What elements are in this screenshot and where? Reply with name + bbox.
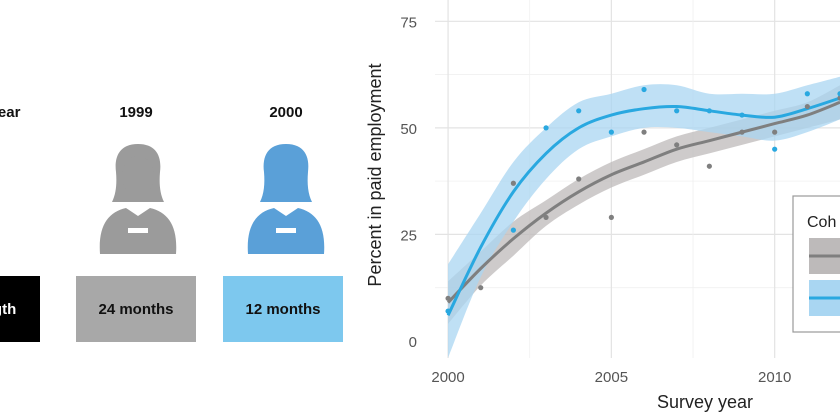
- y-tick-label: 50: [400, 121, 417, 138]
- data-point-0: [674, 142, 680, 148]
- data-point-0: [772, 129, 778, 135]
- duration-label-2000: 12 months: [245, 300, 321, 318]
- data-point-1: [445, 308, 451, 314]
- infographic-panel: year 1999 2000 ngth 24 months 12 months: [0, 0, 360, 420]
- x-axis-label: Survey year: [657, 392, 753, 412]
- person-icon-gray: [99, 144, 177, 254]
- data-point-1: [804, 91, 810, 97]
- duration-box-left: ngth: [0, 276, 40, 342]
- legend: Coh: [792, 195, 840, 333]
- data-point-1: [510, 227, 516, 233]
- data-point-1: [576, 108, 582, 114]
- data-point-0: [608, 214, 614, 220]
- x-tick-label: 2010: [758, 369, 791, 386]
- column-header-left: year: [0, 104, 21, 121]
- data-point-0: [478, 285, 484, 291]
- data-point-0: [706, 163, 712, 169]
- data-point-1: [608, 129, 614, 135]
- data-point-1: [739, 112, 745, 118]
- employment-chart: 0 25 50 75 2000 2005 2010 Percent in paid empl…: [365, 0, 840, 412]
- y-axis-label: Percent in paid employment: [365, 63, 385, 286]
- duration-label-1999: 24 months: [98, 300, 174, 318]
- column-header-2000: 2000: [269, 104, 303, 121]
- plot-area: 0 25 50 75 2000 2005 2010: [400, 0, 840, 386]
- data-point-1: [543, 125, 549, 131]
- data-point-1: [706, 108, 712, 114]
- y-tick-label: 75: [400, 14, 417, 31]
- duration-box-2000: 12 months: [223, 276, 343, 342]
- data-point-0: [641, 129, 647, 135]
- data-point-1: [674, 108, 680, 114]
- y-tick-label: 0: [409, 334, 417, 351]
- y-tick-label: 25: [400, 227, 417, 244]
- data-point-0: [739, 129, 745, 135]
- data-point-0: [510, 180, 516, 186]
- data-point-1: [641, 86, 647, 93]
- x-tick-label: 2000: [431, 369, 464, 386]
- smooth-line-0: [446, 100, 840, 304]
- data-point-1: [772, 146, 778, 152]
- duration-label-left: ngth: [0, 300, 17, 318]
- duration-box-1999: 24 months: [76, 276, 196, 342]
- smooth-line-1: [446, 96, 840, 317]
- data-point-1: [837, 91, 840, 97]
- data-point-0: [576, 176, 582, 182]
- data-point-0: [804, 103, 810, 110]
- data-point-0: [543, 214, 549, 220]
- person-icon-blue: [247, 144, 325, 254]
- data-point-0: [837, 95, 840, 101]
- x-tick-label: 2005: [595, 369, 628, 386]
- confidence-band-0: [448, 85, 840, 324]
- data-point-0: [445, 295, 451, 301]
- legend-title: Coh: [807, 214, 836, 231]
- confidence-band-1: [448, 76, 840, 358]
- column-header-1999: 1999: [119, 104, 153, 121]
